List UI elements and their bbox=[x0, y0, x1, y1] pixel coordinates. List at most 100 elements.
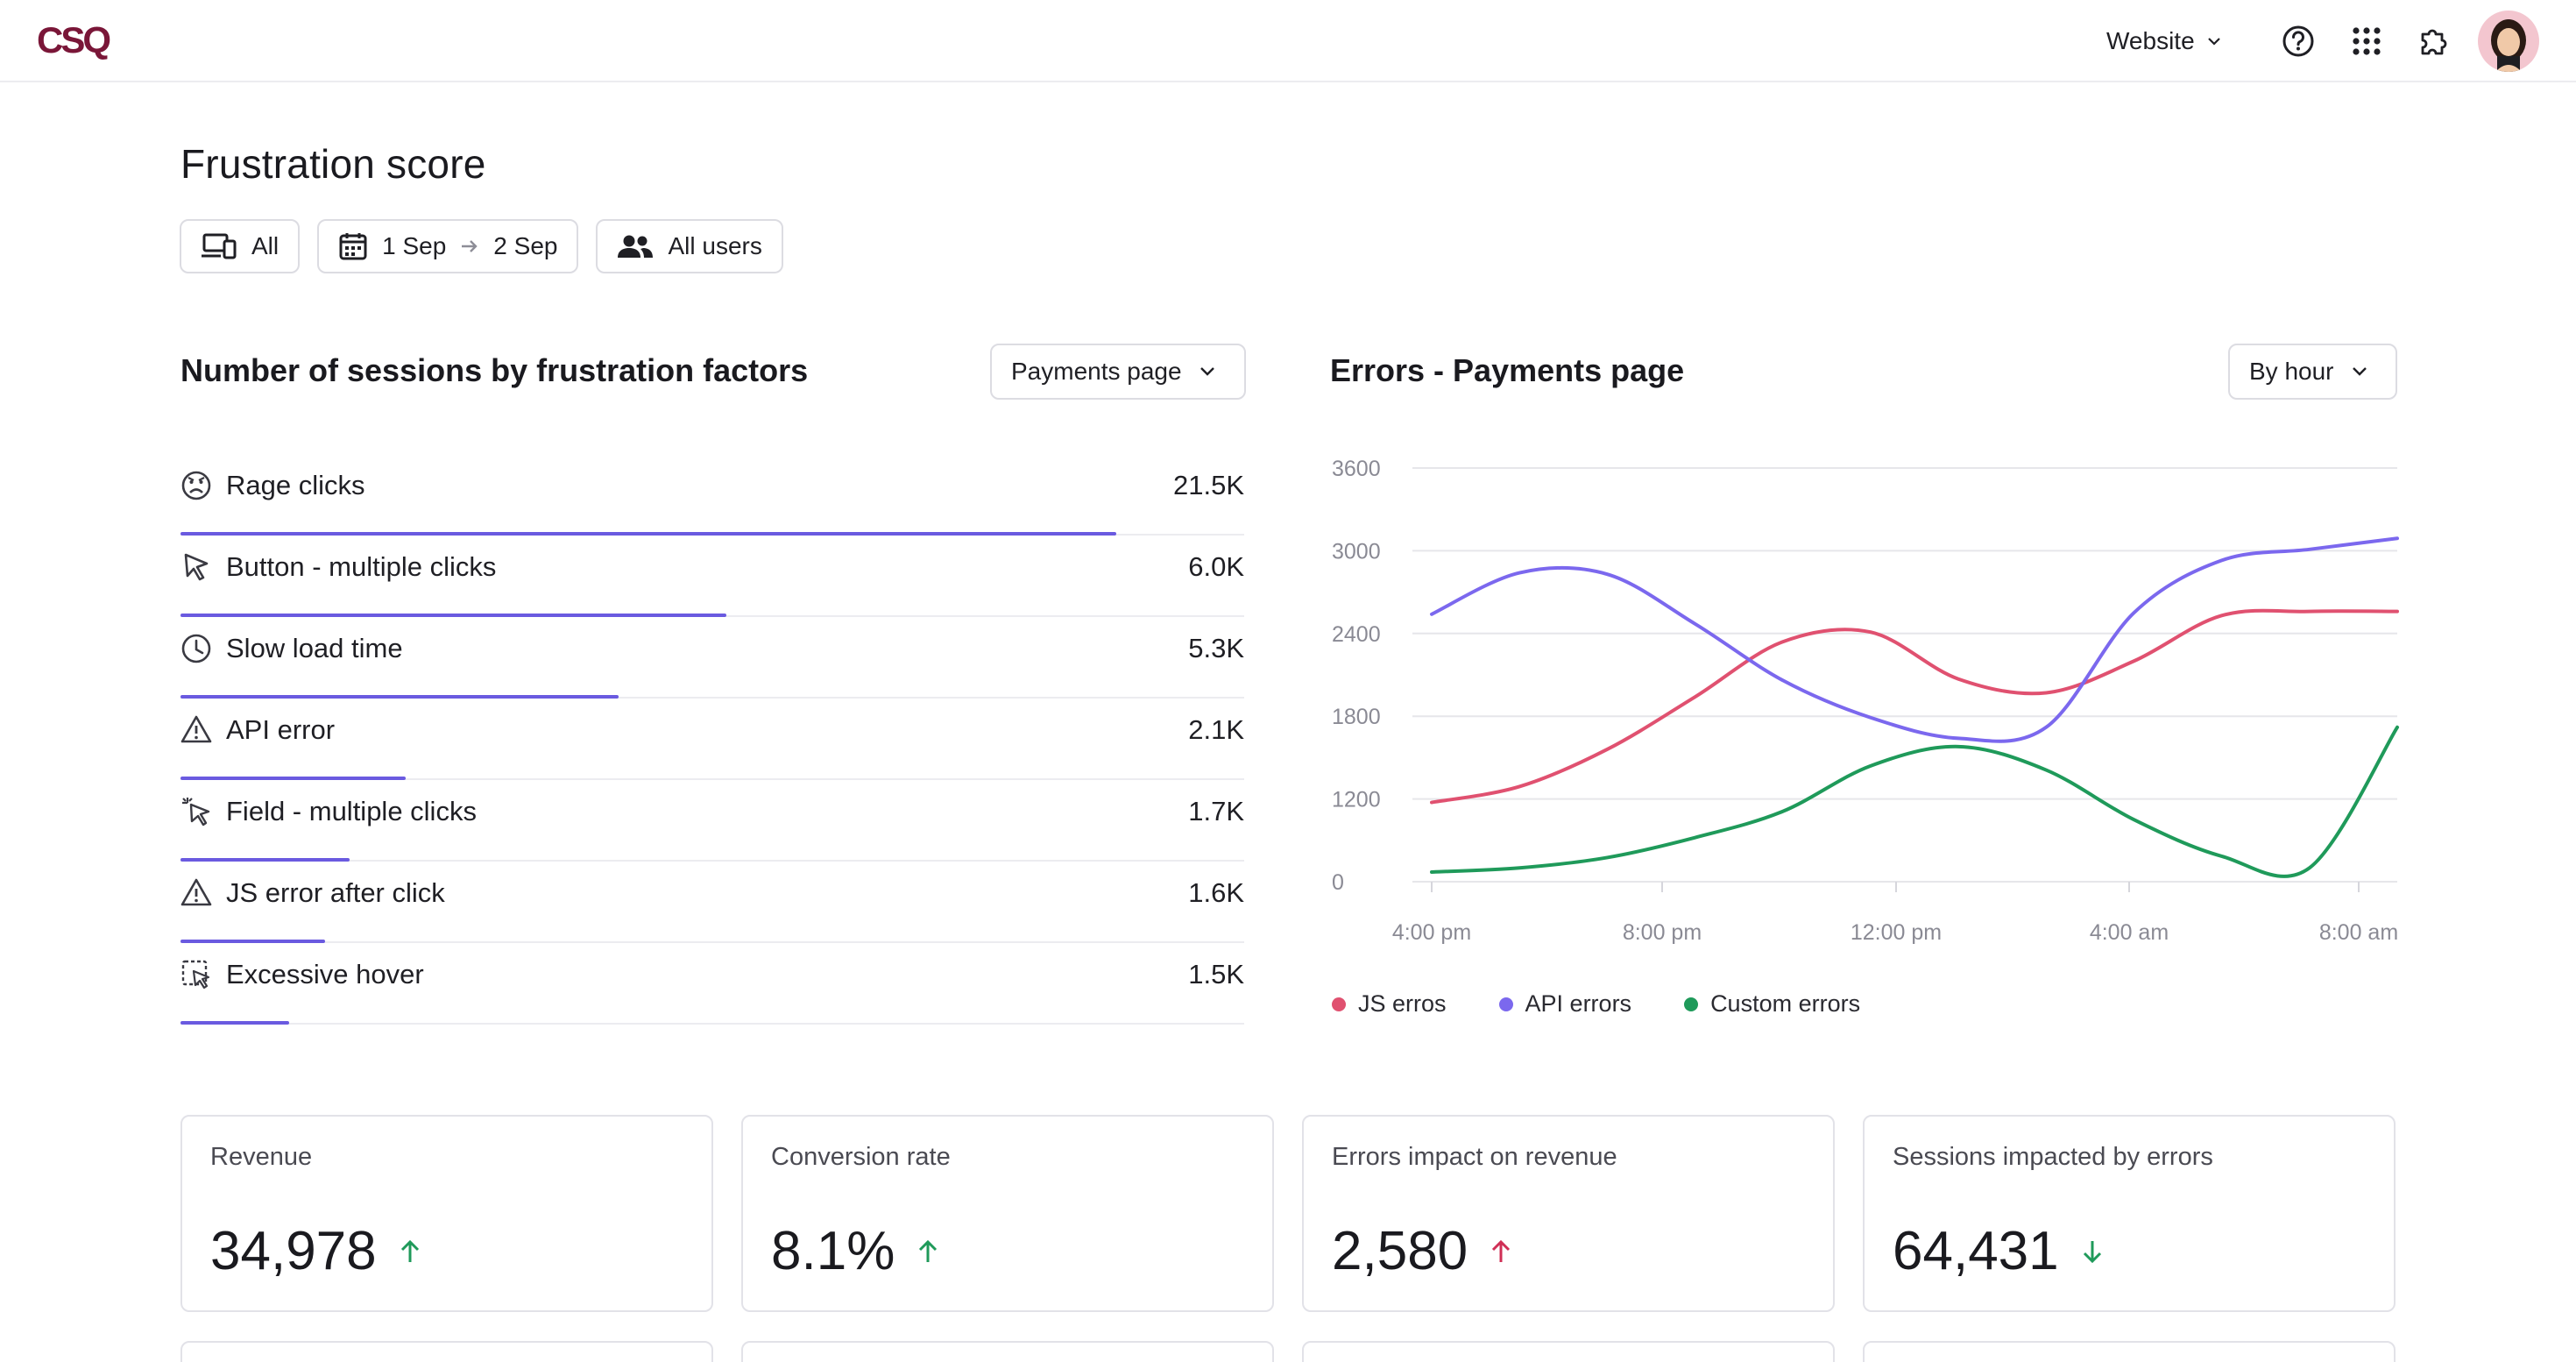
kpi-value: 2,580 bbox=[1332, 1221, 1468, 1281]
chevron-down-icon bbox=[2352, 367, 2367, 376]
puzzle-icon[interactable] bbox=[2413, 21, 2453, 61]
kpi-card-partial[interactable] bbox=[1863, 1341, 2396, 1362]
devices-icon bbox=[202, 233, 237, 259]
kpi-card-revenue[interactable]: Revenue 34,978 bbox=[180, 1115, 713, 1312]
calendar-icon bbox=[339, 233, 367, 260]
csq-logo[interactable]: CSQ bbox=[35, 19, 116, 61]
legend-item-js-errors[interactable]: JS erros bbox=[1332, 990, 1447, 1018]
legend-label: API errors bbox=[1525, 990, 1632, 1017]
factor-value: 1.6K bbox=[1188, 877, 1244, 908]
legend-item-api-errors[interactable]: API errors bbox=[1498, 990, 1632, 1018]
page-selector-label: Payments page bbox=[1011, 358, 1182, 385]
kpi-card-partial[interactable] bbox=[180, 1341, 713, 1362]
kpi-value: 64,431 bbox=[1893, 1221, 2059, 1281]
top-bar: CSQ Website bbox=[0, 0, 2576, 82]
y-tick-label: 3000 bbox=[1332, 539, 1381, 564]
y-tick-label: 2400 bbox=[1332, 622, 1381, 647]
x-tick-label: 12:00 pm bbox=[1851, 920, 1942, 945]
chart-legend: JS erros API errors Custom errors bbox=[1332, 990, 1860, 1018]
factor-label: Excessive hover bbox=[226, 959, 424, 990]
factor-label: API error bbox=[226, 714, 336, 745]
svg-text:CSQ: CSQ bbox=[37, 19, 110, 60]
kpi-value: 34,978 bbox=[210, 1221, 377, 1281]
kpi-label: Errors impact on revenue bbox=[1332, 1143, 1617, 1171]
factor-bar bbox=[180, 614, 726, 617]
factor-bar bbox=[180, 1021, 289, 1025]
factor-label: Rage clicks bbox=[226, 470, 365, 500]
site-selector[interactable]: Website bbox=[2106, 23, 2221, 60]
factor-row-api-error[interactable]: API error 2.1K bbox=[180, 699, 1244, 780]
factor-bar bbox=[180, 532, 1117, 536]
arrow-right-icon bbox=[462, 240, 478, 252]
user-segment-button[interactable]: All users bbox=[596, 219, 783, 273]
kpi-card-partial[interactable] bbox=[741, 1341, 1274, 1362]
factor-row-button-multiple-clicks[interactable]: Button - multiple clicks 6.0K bbox=[180, 536, 1244, 617]
factors-section-title: Number of sessions by frustration factor… bbox=[180, 352, 809, 388]
kpi-card-errors-impact[interactable]: Errors impact on revenue 2,580 bbox=[1302, 1115, 1835, 1312]
series-line-custom-errors bbox=[1430, 725, 2399, 878]
factor-row-excessive-hover[interactable]: Excessive hover 1.5K bbox=[180, 943, 1244, 1025]
kpi-value: 8.1% bbox=[771, 1221, 895, 1281]
granularity-dropdown[interactable]: By hour bbox=[2228, 344, 2397, 400]
sad-face-icon bbox=[180, 470, 212, 501]
factor-value: 2.1K bbox=[1188, 714, 1244, 745]
legend-dot bbox=[1498, 997, 1513, 1011]
factor-value: 6.0K bbox=[1188, 551, 1244, 582]
arrow-up-icon bbox=[398, 1239, 422, 1264]
kpi-card-sessions-impacted[interactable]: Sessions impacted by errors 64,431 bbox=[1863, 1115, 2396, 1312]
device-filter-label: All bbox=[251, 232, 280, 259]
legend-dot bbox=[1332, 997, 1346, 1011]
factor-row-js-error-after-click[interactable]: JS error after click 1.6K bbox=[180, 862, 1244, 943]
factor-value: 21.5K bbox=[1172, 470, 1244, 500]
user-segment-label: All users bbox=[668, 232, 762, 259]
legend-label: Custom errors bbox=[1710, 990, 1861, 1017]
help-icon[interactable] bbox=[2278, 21, 2318, 61]
factor-bar bbox=[180, 858, 350, 862]
page-title: Frustration score bbox=[180, 141, 486, 187]
chevron-down-icon bbox=[1200, 367, 1214, 376]
dashed-hover-icon bbox=[180, 959, 212, 990]
clock-icon bbox=[180, 633, 212, 664]
kpi-label: Revenue bbox=[210, 1143, 313, 1171]
y-tick-label: 1200 bbox=[1332, 788, 1381, 812]
arrow-up-icon bbox=[1489, 1239, 1513, 1264]
arrow-up-icon bbox=[916, 1239, 940, 1264]
x-tick-label: 4:00 am bbox=[2090, 920, 2169, 945]
x-tick-label: 4:00 pm bbox=[1392, 920, 1471, 945]
warning-icon bbox=[180, 714, 212, 746]
user-avatar[interactable] bbox=[2478, 11, 2539, 72]
kpi-card-conversion-rate[interactable]: Conversion rate 8.1% bbox=[741, 1115, 1274, 1312]
site-selector-label: Website bbox=[2106, 27, 2195, 54]
chevron-down-icon bbox=[2207, 38, 2220, 46]
legend-label: JS erros bbox=[1358, 990, 1447, 1017]
page-selector-dropdown[interactable]: Payments page bbox=[990, 344, 1246, 400]
device-filter-button[interactable]: All bbox=[180, 219, 301, 273]
apps-grid-icon[interactable] bbox=[2346, 21, 2387, 61]
errors-section-title: Errors - Payments page bbox=[1330, 352, 1685, 388]
warning-icon bbox=[180, 877, 212, 909]
series-line-js-erros bbox=[1430, 608, 2399, 805]
granularity-label: By hour bbox=[2249, 358, 2334, 385]
factor-bar bbox=[180, 695, 619, 699]
kpi-card-partial[interactable] bbox=[1302, 1341, 1835, 1362]
arrow-down-icon bbox=[2080, 1239, 2105, 1264]
users-icon bbox=[618, 235, 654, 258]
kpi-label: Conversion rate bbox=[771, 1143, 951, 1171]
factor-value: 5.3K bbox=[1188, 633, 1244, 663]
series-line-api-errors bbox=[1430, 536, 2399, 743]
date-start-label: 1 Sep bbox=[382, 232, 447, 259]
factor-label: Button - multiple clicks bbox=[226, 551, 497, 582]
factor-value: 1.7K bbox=[1188, 796, 1244, 826]
y-tick-label: 3600 bbox=[1332, 457, 1381, 481]
x-tick-label: 8:00 pm bbox=[1623, 920, 1702, 945]
factor-value: 1.5K bbox=[1188, 959, 1244, 990]
factor-row-field-multiple-clicks[interactable]: Field - multiple clicks 1.7K bbox=[180, 780, 1244, 862]
factor-row-rage-clicks[interactable]: Rage clicks 21.5K bbox=[180, 454, 1244, 536]
date-range-button[interactable]: 1 Sep 2 Sep bbox=[317, 219, 579, 273]
legend-item-custom-errors[interactable]: Custom errors bbox=[1684, 990, 1860, 1018]
filter-bar: All 1 Sep 2 Sep All users bbox=[180, 219, 783, 273]
factor-row-slow-load-time[interactable]: Slow load time 5.3K bbox=[180, 617, 1244, 699]
errors-line-chart: 0 1200 1800 2400 3000 3600 4:00 pm 8:00 pm 12:00… bbox=[1332, 457, 2399, 945]
legend-dot bbox=[1684, 997, 1699, 1011]
x-tick-label: 8:00 am bbox=[2319, 920, 2398, 945]
